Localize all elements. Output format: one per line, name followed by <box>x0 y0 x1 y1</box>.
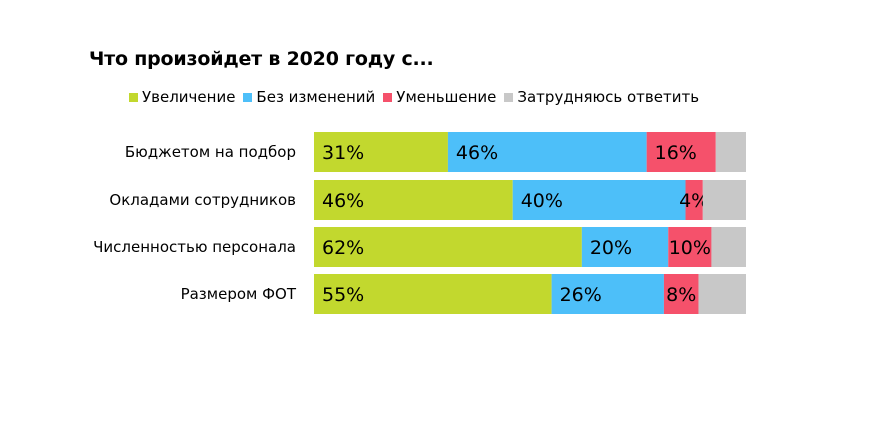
bar-segment <box>512 180 686 220</box>
bar-segment <box>551 274 664 314</box>
legend-swatch <box>243 92 253 102</box>
bar-segment <box>668 227 712 267</box>
data-label: 8% <box>666 284 696 306</box>
data-label: 46% <box>322 190 364 212</box>
category-label: Бюджетом на подбор <box>125 143 296 161</box>
legend-swatch <box>504 92 514 102</box>
bar-segment <box>702 180 746 220</box>
data-label: 46% <box>456 142 498 164</box>
category-label: Размером ФОТ <box>181 285 297 303</box>
bar-segment <box>646 132 716 172</box>
data-label: 62% <box>322 237 364 259</box>
bar-segment <box>314 132 448 172</box>
bar-segment <box>715 132 746 172</box>
category-label: Окладами сотрудников <box>109 191 296 209</box>
data-label: 16% <box>655 142 697 164</box>
data-label: 20% <box>590 237 632 259</box>
data-label: 4% <box>679 190 709 212</box>
bar-segment <box>314 274 552 314</box>
data-label: 55% <box>322 284 364 306</box>
legend: Увеличение Без изменений Уменьшение Затрудн… <box>129 88 707 106</box>
data-label: 10% <box>669 237 711 259</box>
bar-segment <box>447 132 647 172</box>
legend-swatch <box>383 92 393 102</box>
legend-label: Увеличение <box>142 88 236 106</box>
legend-item: Затрудняюсь ответить <box>504 88 699 106</box>
bar-segment <box>581 227 669 267</box>
legend-label: Уменьшение <box>396 88 497 106</box>
bar-segment <box>711 227 746 267</box>
data-label: 26% <box>560 284 602 306</box>
legend-item: Увеличение <box>129 88 235 106</box>
legend-label: Без изменений <box>256 88 376 106</box>
category-label: Численностью персонала <box>93 238 296 256</box>
legend-item: Без изменений <box>243 88 375 106</box>
data-label: 40% <box>521 190 563 212</box>
bar-segment <box>314 227 582 267</box>
legend-label: Затрудняюсь ответить <box>517 88 700 106</box>
data-label: 31% <box>322 142 364 164</box>
legend-swatch <box>129 92 138 102</box>
bar-segment <box>698 274 746 314</box>
bar-segment <box>314 180 513 220</box>
legend-item: Уменьшение <box>383 88 496 106</box>
bar-segment <box>685 180 703 220</box>
chart-title: Что произойдет в 2020 году с... <box>89 48 434 70</box>
bar-segment <box>663 274 699 314</box>
